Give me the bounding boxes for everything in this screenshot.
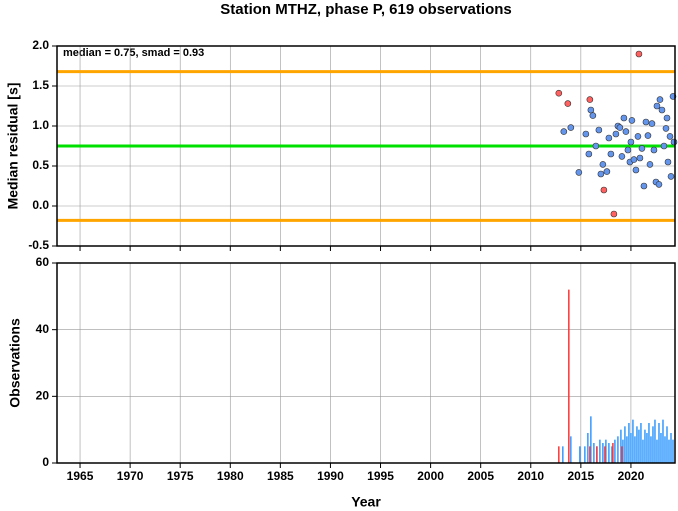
y-tick-label: 0.0 bbox=[32, 198, 49, 212]
point bbox=[635, 50, 643, 58]
x-tick-label: 2010 bbox=[517, 469, 544, 483]
plot-frame bbox=[56, 45, 676, 247]
point bbox=[648, 120, 656, 127]
point bbox=[575, 169, 583, 176]
x-tick-label: 1995 bbox=[367, 469, 394, 483]
point bbox=[670, 138, 678, 146]
point bbox=[560, 128, 568, 135]
x-tick-label: 1990 bbox=[317, 469, 344, 483]
point bbox=[597, 170, 605, 178]
point bbox=[658, 106, 666, 114]
x-tick-label: 1975 bbox=[167, 469, 194, 483]
point bbox=[638, 145, 646, 152]
chart-title: Station MTHZ, phase P, 619 observations bbox=[220, 1, 511, 18]
point bbox=[640, 182, 648, 190]
point bbox=[585, 150, 593, 158]
point bbox=[586, 96, 594, 103]
point bbox=[582, 130, 590, 138]
point bbox=[630, 156, 638, 163]
point bbox=[607, 150, 615, 158]
point bbox=[622, 128, 630, 135]
point bbox=[664, 158, 672, 166]
point bbox=[627, 138, 635, 146]
y-tick-label: 0.5 bbox=[32, 158, 49, 172]
x-tick-label: 2015 bbox=[567, 469, 594, 483]
point bbox=[662, 125, 670, 132]
x-tick-label: 1970 bbox=[117, 469, 144, 483]
y-tick-label: 1.5 bbox=[32, 78, 49, 92]
point bbox=[618, 153, 626, 160]
point bbox=[653, 102, 661, 110]
x-tick-label: 1980 bbox=[217, 469, 244, 483]
y-tick-label: 0 bbox=[42, 455, 49, 469]
x-tick-label: 2000 bbox=[417, 469, 444, 483]
point bbox=[646, 161, 654, 168]
point bbox=[634, 133, 642, 140]
point bbox=[616, 124, 624, 131]
point bbox=[610, 210, 618, 218]
point bbox=[644, 132, 652, 139]
point bbox=[667, 173, 675, 180]
y-tick-label: 60 bbox=[36, 255, 50, 269]
point bbox=[663, 114, 671, 122]
point bbox=[655, 181, 663, 188]
point bbox=[632, 166, 640, 174]
y-axis-label: Observations bbox=[7, 318, 23, 408]
point bbox=[666, 133, 674, 140]
point bbox=[555, 89, 563, 97]
x-tick-label: 2020 bbox=[618, 469, 645, 483]
point bbox=[564, 100, 572, 107]
point bbox=[595, 126, 603, 134]
x-tick-label: 2005 bbox=[467, 469, 494, 483]
point bbox=[642, 118, 650, 126]
y-tick-label: 20 bbox=[36, 389, 50, 403]
point bbox=[567, 124, 575, 131]
point bbox=[612, 130, 620, 138]
point bbox=[620, 114, 628, 122]
point bbox=[603, 168, 611, 175]
y-tick-label: 40 bbox=[36, 322, 50, 336]
point bbox=[605, 134, 613, 142]
point bbox=[587, 106, 595, 114]
x-tick-label: 1985 bbox=[267, 469, 294, 483]
y-tick-label: -0.5 bbox=[28, 238, 49, 252]
point bbox=[600, 186, 608, 194]
point bbox=[624, 146, 632, 154]
point bbox=[589, 112, 597, 119]
point bbox=[660, 142, 668, 150]
x-axis-label: Year bbox=[351, 494, 381, 510]
point bbox=[650, 146, 658, 154]
y-tick-label: 2.0 bbox=[32, 38, 49, 52]
point bbox=[628, 117, 636, 124]
point bbox=[656, 96, 664, 103]
annotation: median = 0.75, smad = 0.93 bbox=[63, 47, 204, 59]
plot-frame bbox=[56, 262, 676, 464]
point bbox=[599, 161, 607, 168]
point bbox=[636, 154, 644, 162]
x-tick-label: 1965 bbox=[67, 469, 94, 483]
point bbox=[592, 142, 600, 150]
y-tick-label: 1.0 bbox=[32, 118, 49, 132]
y-axis-label: Median residual [s] bbox=[5, 83, 21, 210]
